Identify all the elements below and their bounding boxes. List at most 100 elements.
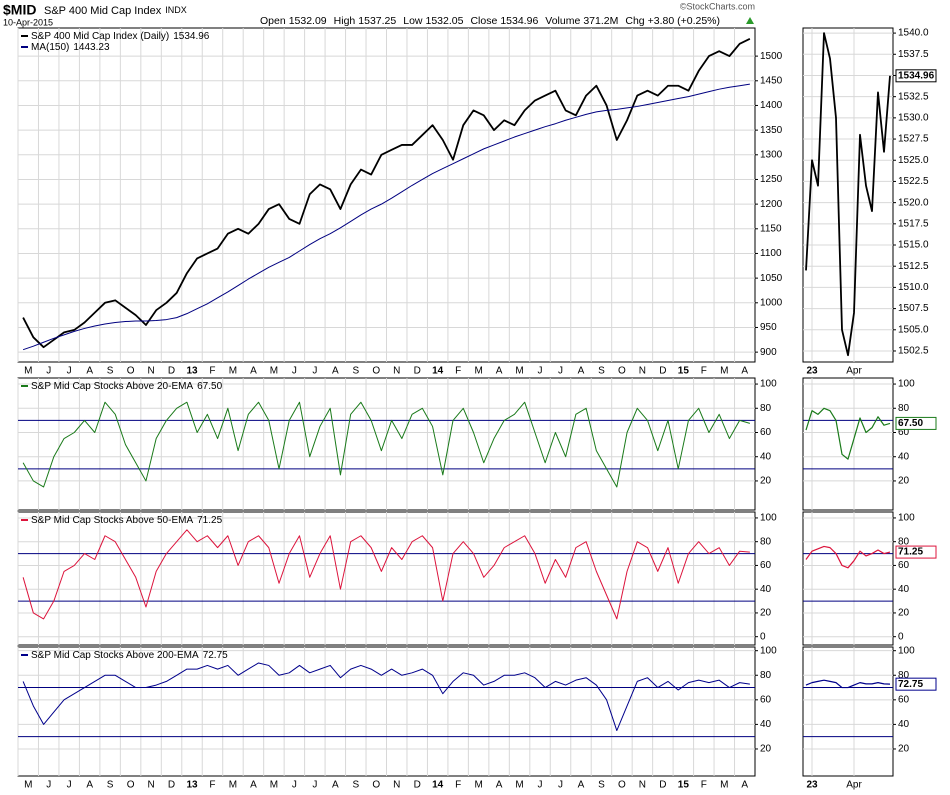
x-tick-label: A: [250, 366, 257, 377]
y-tick-label: 0: [760, 631, 766, 642]
y-tick-label: 1532.5: [898, 91, 929, 102]
x-tick-label: J: [46, 780, 51, 791]
x-tick-label: 23: [806, 780, 818, 791]
quote-label: Open: [260, 15, 286, 27]
x-tick-label: O: [372, 366, 380, 377]
y-tick-label: 1530.0: [898, 112, 929, 123]
legend-name: S&P Mid Cap Stocks Above 50-EMA: [31, 515, 193, 526]
last-value-label: 72.75: [898, 679, 923, 690]
x-tick-label: D: [168, 780, 175, 791]
x-tick-label: A: [332, 366, 339, 377]
x-tick-label: D: [659, 780, 666, 791]
x-tick-label: A: [578, 366, 585, 377]
legend-entry: S&P Mid Cap Stocks Above 200-EMA 72.75: [31, 650, 228, 661]
y-tick-label: 20: [898, 744, 910, 755]
x-tick-label: J: [312, 780, 317, 791]
y-tick-label: 40: [760, 719, 772, 730]
x-tick-label: O: [618, 780, 626, 791]
last-value-label: 71.25: [898, 547, 923, 558]
y-tick-label: 1000: [760, 297, 783, 308]
quote-label: High: [334, 15, 356, 27]
legend-name: S&P Mid Cap Stocks Above 200-EMA: [31, 650, 199, 661]
x-tick-label: F: [701, 780, 707, 791]
y-tick-label: 100: [760, 513, 777, 524]
x-tick-label: M: [474, 780, 482, 791]
y-tick-label: 60: [760, 560, 772, 571]
series-line: [805, 407, 891, 460]
x-tick-label: N: [639, 366, 646, 377]
y-tick-label: 60: [898, 694, 910, 705]
x-tick-label: F: [209, 780, 215, 791]
quote-label: Low: [403, 15, 423, 27]
y-tick-label: 1520.0: [898, 197, 929, 208]
x-tick-label: O: [127, 780, 135, 791]
y-tick-label: 80: [898, 536, 910, 547]
y-tick-label: 100: [898, 513, 915, 524]
plot-frame: [802, 646, 894, 777]
y-tick-label: 80: [898, 670, 910, 681]
y-tick-label: 1350: [760, 125, 783, 136]
y-tick-label: 900: [760, 347, 777, 358]
y-tick-label: 100: [898, 645, 915, 656]
y-tick-label: 20: [760, 744, 772, 755]
y-tick-label: 80: [898, 403, 910, 414]
x-tick-label: Apr: [846, 366, 862, 377]
plot-frame: [802, 377, 894, 511]
y-tick-label: 1537.5: [898, 49, 929, 60]
x-tick-label: S: [598, 366, 605, 377]
name: S&P 400 Mid Cap Index: [44, 5, 162, 17]
legend-name: S&P Mid Cap Stocks Above 20-EMA: [31, 381, 193, 392]
x-tick-label: A: [496, 780, 503, 791]
last-value-label: 1534.96: [898, 70, 935, 81]
last-value-label: 67.50: [898, 418, 923, 429]
y-tick-label: 80: [760, 403, 772, 414]
x-tick-label: 15: [678, 780, 690, 791]
y-tick-label: 40: [898, 584, 910, 595]
x-tick-label: N: [147, 366, 154, 377]
y-tick-label: 100: [760, 379, 777, 390]
y-tick-label: 1200: [760, 199, 783, 210]
x-tick-label: A: [741, 780, 748, 791]
x-tick-label: J: [558, 780, 563, 791]
x-tick-label: O: [372, 780, 380, 791]
y-tick-label: 20: [760, 476, 772, 487]
x-tick-label: Apr: [846, 780, 862, 791]
x-tick-label: F: [455, 366, 461, 377]
quote-value: 1532.05: [426, 15, 464, 27]
x-tick-label: M: [24, 780, 32, 791]
quote-value: 1537.25: [358, 15, 396, 27]
y-tick-label: 1515.0: [898, 240, 929, 251]
x-tick-label: M: [229, 366, 237, 377]
legend-name: MA(150): [31, 42, 69, 53]
x-tick-label: M: [515, 366, 523, 377]
y-tick-label: 1527.5: [898, 134, 929, 145]
x-tick-label: J: [538, 366, 543, 377]
quote: Open 1532.09 High 1537.25 Low 1532.05 Close 153…: [260, 15, 720, 27]
x-tick-label: S: [598, 780, 605, 791]
y-tick-label: 0: [898, 631, 904, 642]
x-tick-label: J: [312, 366, 317, 377]
x-tick-label: 13: [186, 780, 198, 791]
index-name: S&P 400 Mid Cap Index INDX: [44, 5, 187, 17]
y-tick-label: 60: [760, 427, 772, 438]
y-tick-label: 40: [898, 451, 910, 462]
y-tick-label: 80: [760, 536, 772, 547]
quote-label: Close: [470, 15, 497, 27]
quote-label: Chg: [625, 15, 644, 27]
x-tick-label: M: [24, 366, 32, 377]
x-tick-label: M: [270, 780, 278, 791]
y-tick-label: 1502.5: [898, 346, 929, 357]
series-line: [22, 83, 750, 351]
x-tick-label: A: [741, 366, 748, 377]
x-tick-label: M: [270, 366, 278, 377]
quote-value: 1534.96: [500, 15, 538, 27]
y-tick-label: 1400: [760, 100, 783, 111]
y-tick-label: 1510.0: [898, 282, 929, 293]
quote-value: 1532.09: [289, 15, 327, 27]
quote-value: +3.80 (+0.25%): [648, 15, 720, 27]
x-tick-label: A: [250, 780, 257, 791]
y-tick-label: 80: [760, 670, 772, 681]
x-tick-label: J: [292, 366, 297, 377]
legend-value: 1534.96: [173, 31, 210, 42]
x-tick-label: D: [168, 366, 175, 377]
